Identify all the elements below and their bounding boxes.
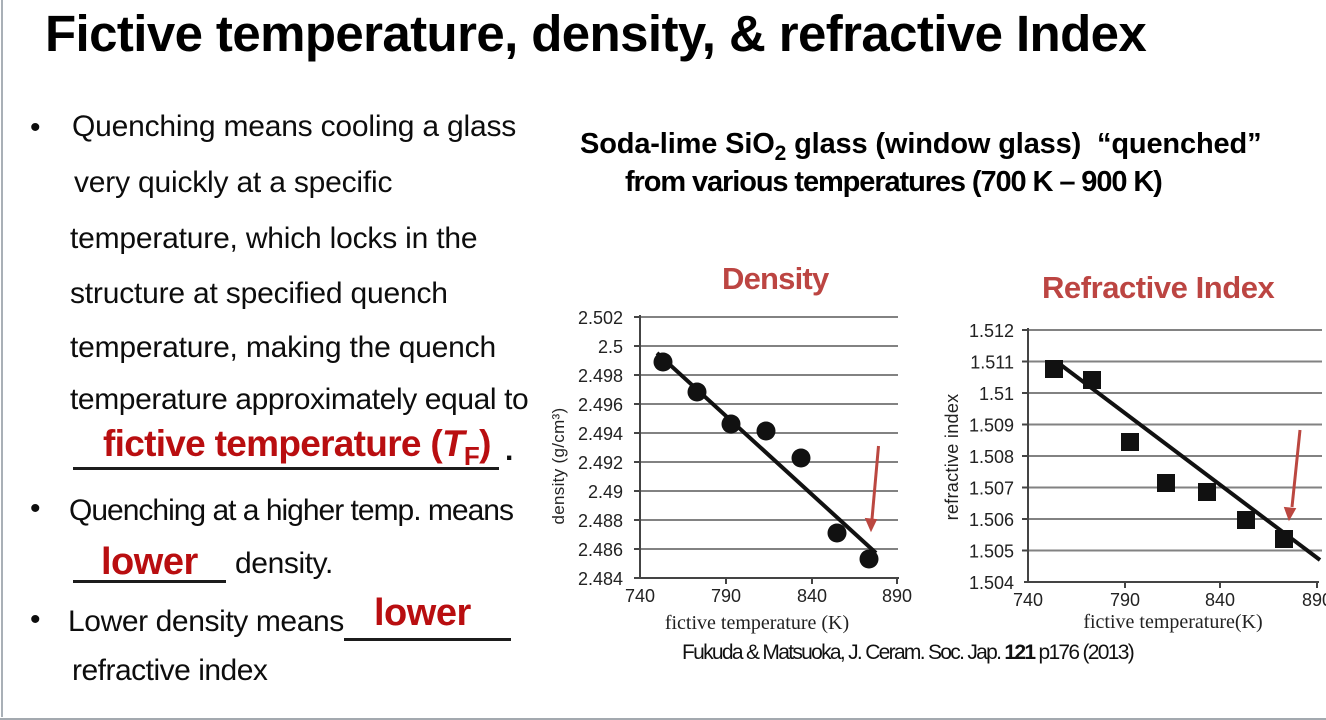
svg-text:refractive index: refractive index xyxy=(942,394,962,521)
svg-text:fictive temperature(K): fictive temperature(K) xyxy=(1083,611,1262,633)
svg-text:1.506: 1.506 xyxy=(969,510,1014,530)
svg-text:790: 790 xyxy=(711,586,741,606)
svg-text:890: 890 xyxy=(1302,590,1326,610)
svg-text:1.511: 1.511 xyxy=(970,353,1014,373)
svg-text:2.49: 2.49 xyxy=(588,482,623,502)
svg-text:2.484: 2.484 xyxy=(578,569,623,589)
svg-text:2.502: 2.502 xyxy=(578,308,623,328)
svg-text:2.498: 2.498 xyxy=(578,366,623,386)
svg-text:790: 790 xyxy=(1110,590,1140,610)
svg-text:2.496: 2.496 xyxy=(578,395,623,415)
svg-text:fictive temperature (K): fictive temperature (K) xyxy=(665,612,849,634)
svg-text:1.507: 1.507 xyxy=(969,479,1014,499)
svg-text:2.5: 2.5 xyxy=(598,337,623,357)
svg-text:1.505: 1.505 xyxy=(969,542,1014,562)
svg-text:1.51: 1.51 xyxy=(979,384,1014,404)
svg-text:1.509: 1.509 xyxy=(969,416,1014,436)
svg-text:2.492: 2.492 xyxy=(578,453,623,473)
svg-text:1.508: 1.508 xyxy=(969,447,1014,467)
svg-text:2.494: 2.494 xyxy=(578,424,623,444)
svg-text:890: 890 xyxy=(882,586,912,606)
svg-text:2.488: 2.488 xyxy=(578,511,623,531)
svg-text:740: 740 xyxy=(625,586,655,606)
svg-text:1.504: 1.504 xyxy=(969,573,1014,593)
svg-text:density (g/cm³): density (g/cm³) xyxy=(549,408,568,525)
svg-text:1.512: 1.512 xyxy=(969,321,1014,341)
svg-text:840: 840 xyxy=(1205,590,1235,610)
svg-text:740: 740 xyxy=(1013,590,1043,610)
svg-text:2.486: 2.486 xyxy=(578,540,623,560)
svg-text:840: 840 xyxy=(797,586,827,606)
